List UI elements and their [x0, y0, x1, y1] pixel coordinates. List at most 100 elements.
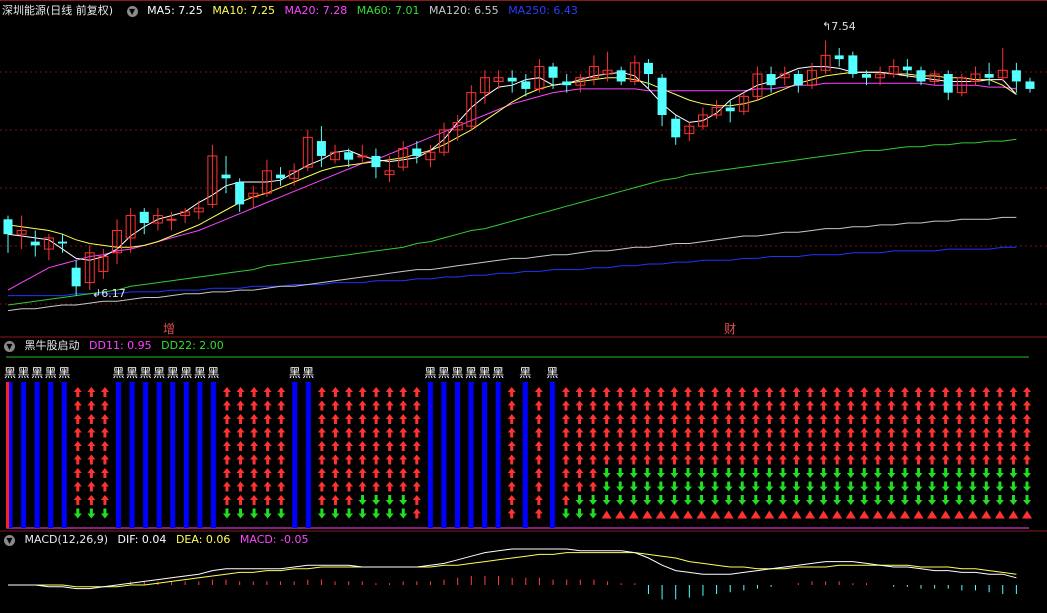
up-arrow: [561, 400, 570, 411]
up-arrow: [711, 427, 720, 438]
up-arrow: [697, 387, 706, 397]
down-arrow: [738, 468, 747, 478]
black-bull-label: 黑: [194, 366, 206, 380]
down-arrow: [236, 508, 245, 519]
up-arrow: [602, 427, 611, 438]
up-arrow: [412, 495, 421, 505]
down-arrow: [616, 481, 625, 492]
up-arrow: [399, 454, 408, 465]
black-bull-label: 黑: [519, 366, 531, 380]
event-marker-zeng[interactable]: 增: [163, 322, 176, 336]
up-arrow: [385, 414, 394, 424]
up-arrow: [575, 414, 584, 424]
up-arrow: [575, 427, 584, 438]
down-arrow: [589, 495, 598, 505]
up-arrow: [806, 387, 815, 397]
up-arrow: [900, 387, 909, 397]
up-arrow: [372, 481, 381, 492]
up-arrow: [616, 441, 625, 451]
up-triangle: [899, 510, 910, 519]
up-arrow: [914, 400, 923, 411]
up-arrow: [670, 441, 679, 451]
up-arrow: [670, 387, 679, 397]
down-arrow: [724, 468, 733, 478]
up-arrow: [616, 387, 625, 397]
up-arrow: [250, 454, 259, 465]
up-arrow: [846, 454, 855, 465]
chevron-down-icon[interactable]: ▼: [4, 340, 15, 352]
ma20-line: [7, 82, 1017, 291]
up-arrow: [846, 414, 855, 424]
up-arrow: [277, 414, 286, 424]
down-arrow: [643, 495, 652, 505]
up-arrow: [250, 400, 259, 411]
chevron-down-icon[interactable]: ▼: [126, 5, 138, 17]
up-arrow: [507, 400, 516, 411]
up-arrow: [73, 427, 82, 438]
up-arrow: [1023, 400, 1031, 411]
candle-body: [221, 174, 231, 179]
up-arrow: [385, 400, 394, 411]
black-bull-label: 黑: [112, 366, 124, 380]
down-arrow: [263, 508, 272, 519]
up-arrow: [589, 387, 598, 397]
up-arrow: [385, 441, 394, 451]
candle-body: [806, 69, 817, 86]
candle-body: [30, 241, 40, 246]
up-arrow: [833, 414, 842, 424]
up-arrow: [968, 400, 977, 411]
down-arrow: [399, 508, 408, 519]
up-arrow: [602, 441, 611, 451]
down-arrow: [331, 508, 340, 519]
down-arrow: [222, 508, 231, 519]
down-arrow: [317, 508, 326, 519]
up-arrow: [968, 427, 977, 438]
down-arrow: [914, 468, 923, 478]
candle-body: [84, 252, 95, 284]
macd-panel-header: ▼ MACD(12,26,9) DIF: 0.04 DEA: 0.06 MACD…: [0, 531, 315, 549]
up-arrow: [331, 454, 340, 465]
down-arrow: [982, 495, 991, 505]
up-arrow: [345, 495, 353, 505]
black-bull-label: 黑: [479, 366, 491, 380]
up-arrow: [738, 427, 747, 438]
up-arrow: [833, 441, 842, 451]
down-arrow: [100, 508, 109, 519]
candle-body: [629, 62, 640, 82]
up-arrow: [277, 495, 286, 505]
down-arrow: [399, 495, 408, 505]
up-triangle: [927, 510, 938, 519]
down-arrow: [1009, 495, 1018, 505]
down-arrow: [358, 495, 367, 505]
up-arrow: [358, 427, 367, 438]
event-marker-cai[interactable]: 财: [724, 322, 737, 336]
down-arrow: [928, 495, 937, 505]
up-arrow: [534, 468, 543, 478]
down-arrow: [250, 508, 259, 519]
candle-body: [261, 170, 272, 194]
down-arrow: [629, 481, 638, 492]
up-triangle: [913, 510, 924, 519]
up-arrow: [873, 441, 882, 451]
black-bull-bar: [468, 382, 474, 528]
down-arrow: [955, 495, 964, 505]
up-arrow: [236, 454, 245, 465]
candle-body: [997, 69, 1008, 79]
up-arrow: [751, 427, 760, 438]
up-arrow: [629, 454, 638, 465]
black-bull-label: 黑: [451, 366, 463, 380]
chevron-down-icon[interactable]: ▼: [4, 534, 15, 546]
down-arrow: [684, 468, 692, 478]
up-arrow: [100, 387, 109, 397]
ma250-label: MA250: 6.43: [508, 4, 578, 17]
up-arrow: [1009, 427, 1018, 438]
up-arrow: [277, 468, 286, 478]
candle-body: [861, 74, 871, 78]
up-arrow: [236, 427, 245, 438]
up-arrow: [73, 414, 82, 424]
up-arrow: [778, 454, 787, 465]
up-arrow: [358, 454, 367, 465]
up-arrow: [561, 427, 570, 438]
up-arrow: [1009, 454, 1018, 465]
